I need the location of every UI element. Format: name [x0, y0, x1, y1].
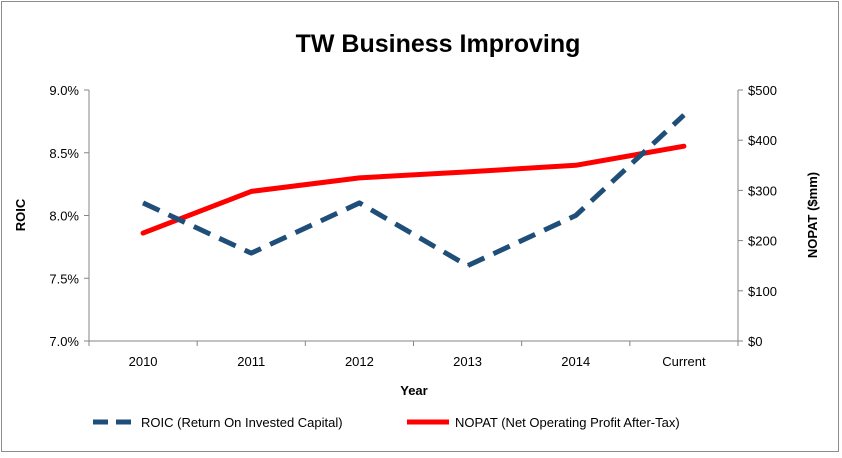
- series-layer: [140, 113, 687, 269]
- axes: 7.0%7.5%8.0%8.5%9.0% $0$100$200$300$400$…: [49, 83, 777, 369]
- y2-axis-title: NOPAT ($mm): [805, 172, 820, 258]
- y2-tick-label: $300: [748, 183, 777, 198]
- data-point-roic: [250, 252, 252, 254]
- x-ticks: 2010 2011 2012 2013 2014 Current: [88, 341, 739, 369]
- x-tick-label: 2012: [345, 354, 374, 369]
- legend-nopat-label: NOPAT (Net Operating Profit After-Tax): [455, 415, 680, 430]
- y-tick-label: 8.0%: [49, 209, 79, 224]
- y-tick-label: 9.0%: [49, 83, 79, 98]
- x-tick-label: 2011: [237, 354, 265, 369]
- y2-tick-label: $400: [748, 133, 777, 148]
- data-point-nopat: [575, 164, 577, 166]
- chart-title: TW Business Improving: [296, 30, 581, 58]
- data-point-roic: [142, 202, 144, 204]
- y2-tick-label: $200: [748, 234, 777, 249]
- data-point-roic: [358, 202, 360, 204]
- data-point-nopat: [467, 171, 469, 173]
- series-line-roic: [142, 113, 686, 269]
- y-axis-title: ROIC: [13, 198, 28, 231]
- y-tick-label: 7.0%: [49, 334, 79, 349]
- x-tick-label: 2014: [561, 354, 590, 369]
- data-point-nopat: [358, 177, 360, 179]
- x-tick-label: 2013: [453, 354, 482, 369]
- data-point-roic: [683, 114, 685, 116]
- y-tick-label: 7.5%: [49, 271, 79, 286]
- legend: ROIC (Return On Invested Capital) NOPAT …: [93, 415, 680, 430]
- data-point-nopat: [683, 145, 685, 147]
- y2-tick-label: $100: [748, 284, 777, 299]
- right-ticks: $0 $100 $200 $300 $400 $500: [738, 83, 777, 349]
- y2-tick-label: $0: [748, 334, 762, 349]
- legend-roic-label: ROIC (Return On Invested Capital): [141, 415, 343, 430]
- x-tick-label: Current: [662, 354, 706, 369]
- data-point-nopat: [250, 190, 252, 192]
- left-ticks: 7.0% 7.5% 8.0% 8.5% 9.0%: [49, 83, 89, 349]
- data-point-nopat: [142, 232, 144, 234]
- x-tick-label: 2010: [129, 354, 158, 369]
- data-point-roic: [575, 215, 577, 216]
- y2-tick-label: $500: [748, 83, 777, 98]
- x-axis-title: Year: [400, 383, 427, 398]
- series-line-nopat: [140, 143, 687, 236]
- y-tick-label: 8.5%: [49, 146, 79, 161]
- data-point-roic: [467, 265, 469, 267]
